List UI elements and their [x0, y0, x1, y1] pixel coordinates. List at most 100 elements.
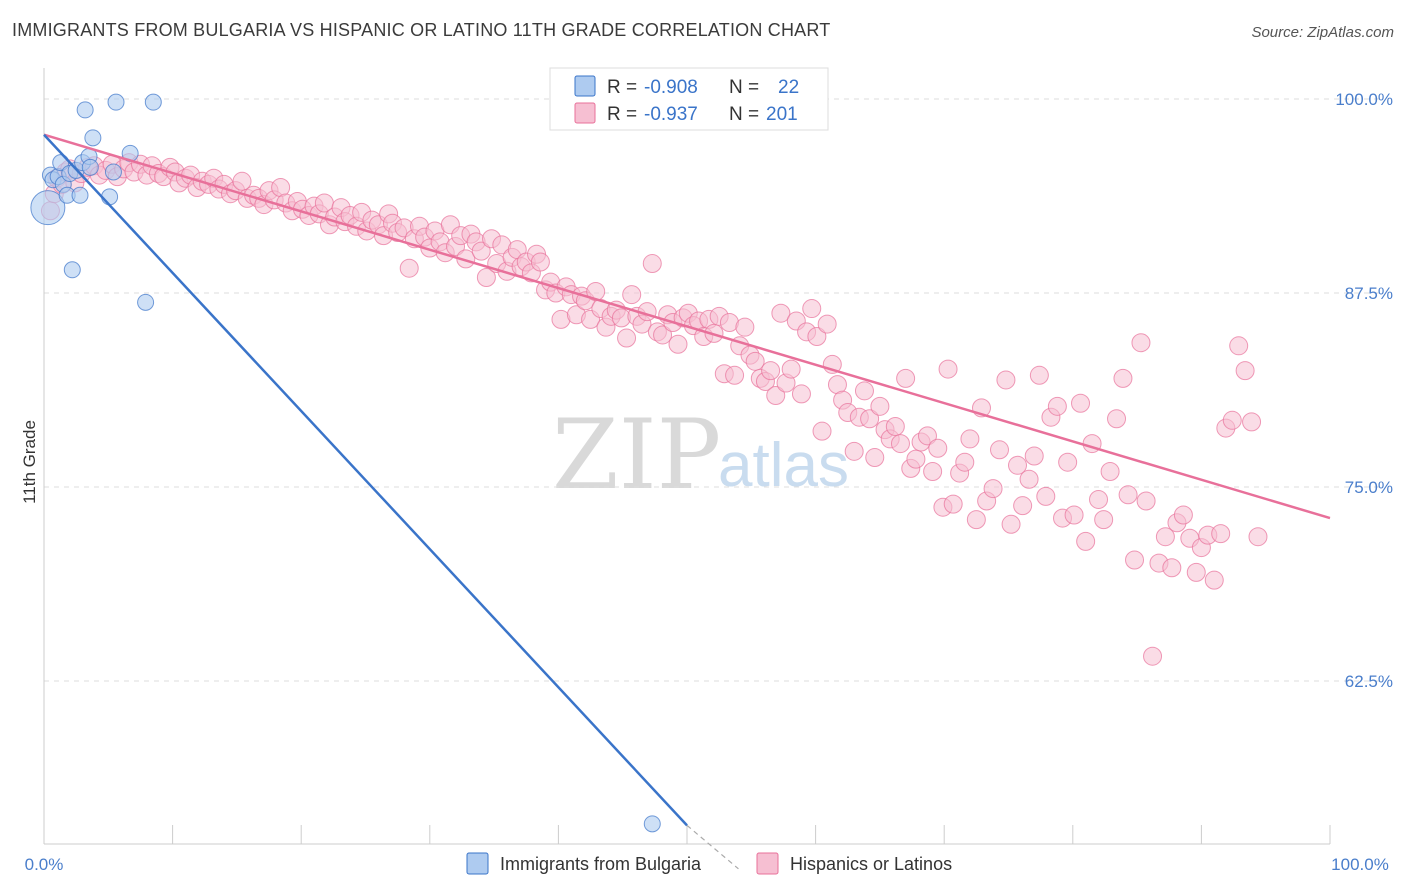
legend-r-label-1: R =	[607, 77, 637, 98]
data-point-hispanic	[1235, 361, 1255, 381]
data-point-hispanic	[802, 299, 822, 319]
data-point-hispanic	[1008, 455, 1028, 475]
data-point-hispanic	[1076, 531, 1096, 551]
data-point-hispanic	[923, 462, 943, 482]
data-point-hispanic	[807, 326, 827, 346]
data-point-hispanic	[870, 396, 890, 416]
data-point-hispanic	[1094, 510, 1114, 530]
bottom-legend-swatch-blue	[466, 852, 489, 875]
data-point-bulgaria	[104, 163, 122, 181]
data-point-bulgaria	[643, 815, 661, 833]
data-point-hispanic	[766, 385, 786, 405]
data-point-bulgaria	[137, 293, 155, 311]
data-point-hispanic	[1136, 491, 1156, 511]
watermark-atlas: atlas	[718, 431, 849, 500]
data-point-hispanic	[791, 384, 811, 404]
chart-source: Source: ZipAtlas.com	[1251, 24, 1394, 41]
grid	[44, 98, 1380, 682]
y-tick-label: 100.0%	[1335, 90, 1393, 109]
series-immigrants-from-bulgaria	[30, 93, 661, 833]
data-point-hispanic	[1001, 514, 1021, 534]
data-point-hispanic	[1155, 527, 1175, 547]
data-point-hispanic	[989, 440, 1009, 460]
data-point-hispanic	[1204, 570, 1224, 590]
data-point-hispanic	[938, 359, 958, 379]
data-point-hispanic	[1162, 558, 1182, 578]
data-point-hispanic	[854, 381, 874, 401]
legend-swatch-pink	[574, 102, 596, 124]
data-point-hispanic	[860, 409, 880, 429]
data-point-bulgaria	[144, 93, 162, 111]
bottom-legend-label-1: Immigrants from Bulgaria	[500, 854, 702, 874]
data-point-hispanic	[1107, 409, 1127, 429]
data-point-hispanic	[668, 334, 688, 354]
legend-swatch-blue	[574, 75, 596, 97]
data-point-hispanic	[1242, 412, 1262, 432]
data-point-hispanic	[996, 370, 1016, 390]
data-point-hispanic	[745, 351, 765, 371]
data-point-hispanic	[232, 171, 252, 191]
data-point-hispanic	[906, 449, 926, 469]
data-point-hispanic	[622, 285, 642, 305]
y-tick-label: 62.5%	[1345, 672, 1393, 691]
watermark-zip: ZIP	[552, 399, 721, 511]
data-point-hispanic	[771, 303, 791, 323]
legend-r-label-2: R =	[607, 104, 637, 125]
data-point-hispanic	[476, 268, 496, 288]
data-point-hispanic	[817, 314, 837, 334]
data-point-hispanic	[983, 479, 1003, 499]
data-point-bulgaria	[30, 190, 66, 226]
data-point-hispanic	[1118, 485, 1138, 505]
legend-n-label-1: N =	[729, 77, 759, 98]
data-point-hispanic	[812, 421, 832, 441]
data-point-bulgaria	[81, 158, 99, 176]
data-point-hispanic	[1019, 469, 1039, 489]
trend-line-hispanic	[43, 133, 1331, 520]
data-point-hispanic	[1029, 365, 1049, 385]
data-point-hispanic	[890, 434, 910, 454]
data-point-hispanic	[1131, 333, 1151, 353]
data-point-hispanic	[530, 252, 550, 272]
data-point-hispanic	[1211, 524, 1231, 544]
data-point-hispanic	[471, 241, 491, 261]
data-point-hispanic	[896, 368, 916, 388]
data-point-hispanic	[781, 359, 801, 379]
data-point-hispanic	[1143, 646, 1163, 666]
data-point-bulgaria	[63, 261, 81, 279]
data-point-hispanic	[917, 426, 937, 446]
y-axis-label: 11th Grade	[20, 420, 39, 504]
data-point-bulgaria	[84, 129, 102, 147]
data-point-hispanic	[943, 494, 963, 514]
data-point-hispanic	[617, 328, 637, 348]
data-point-hispanic	[928, 438, 948, 458]
data-point-hispanic	[735, 317, 755, 337]
data-point-hispanic	[1229, 336, 1249, 356]
data-point-hispanic	[1248, 527, 1268, 547]
x-tick-label-start: 0.0%	[25, 855, 64, 874]
legend-r-value-1: -0.908	[644, 77, 698, 98]
trend-lines	[43, 133, 1331, 870]
data-point-hispanic	[1036, 486, 1056, 506]
data-point-bulgaria	[76, 101, 94, 119]
data-point-hispanic	[1100, 462, 1120, 482]
data-point-hispanic	[865, 448, 885, 468]
data-point-hispanic	[885, 417, 905, 437]
data-point-hispanic	[960, 429, 980, 449]
bottom-legend-label-2: Hispanics or Latinos	[790, 854, 952, 874]
chart-title: IMMIGRANTS FROM BULGARIA VS HISPANIC OR …	[12, 20, 831, 40]
data-point-hispanic	[642, 254, 662, 274]
bottom-legend-swatch-pink	[756, 852, 779, 875]
data-point-bulgaria	[101, 188, 119, 206]
data-point-hispanic	[1089, 489, 1109, 509]
data-point-hispanic	[1071, 393, 1091, 413]
data-point-hispanic	[761, 361, 781, 381]
data-point-hispanic	[1186, 562, 1206, 582]
legend-n-value-1: 22	[778, 77, 799, 98]
y-tick-label: 75.0%	[1345, 478, 1393, 497]
data-point-bulgaria	[71, 186, 89, 204]
data-point-hispanic	[1113, 368, 1133, 388]
data-point-hispanic	[1125, 550, 1145, 570]
data-point-hispanic	[1173, 505, 1193, 525]
data-point-hispanic	[399, 258, 419, 278]
